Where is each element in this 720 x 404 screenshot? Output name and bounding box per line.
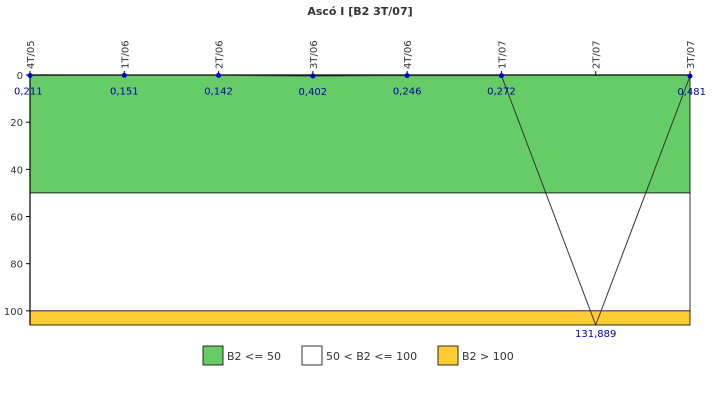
data-point bbox=[404, 73, 410, 79]
x-tick-label: 3T/06 bbox=[309, 40, 320, 69]
axes-layer: 0 20 40 60 80 100 4T/05 1T/06 2T/06 3T/06 4T/06 1T/… bbox=[4, 40, 697, 325]
x-tick-label: 4T/05 bbox=[26, 40, 37, 69]
y-tick-label: 80 bbox=[10, 260, 23, 271]
legend: B2 <= 50 50 < B2 <= 100 B2 > 100 bbox=[202, 345, 514, 366]
data-label: 0,211 bbox=[14, 86, 43, 97]
legend-swatch bbox=[301, 345, 323, 366]
data-label: 0,402 bbox=[299, 87, 328, 98]
bands-layer bbox=[29, 74, 691, 326]
legend-label: B2 > 100 bbox=[462, 350, 514, 363]
y-tick-label: 40 bbox=[10, 165, 23, 176]
x-tick-label: 4T/06 bbox=[403, 40, 414, 69]
data-point bbox=[310, 73, 316, 79]
y-tick-label: 0 bbox=[17, 71, 23, 82]
data-point bbox=[27, 72, 33, 78]
data-label: 0,151 bbox=[110, 86, 139, 97]
y-tick-label: 60 bbox=[10, 213, 23, 224]
legend-label: B2 <= 50 bbox=[227, 350, 281, 363]
data-label: 0,481 bbox=[677, 87, 706, 98]
data-point bbox=[216, 72, 222, 78]
x-tick-label: 2T/07 bbox=[592, 40, 603, 69]
data-label: 0,246 bbox=[393, 87, 422, 98]
x-tick-label: 2T/06 bbox=[215, 40, 226, 69]
data-label: 0,142 bbox=[204, 86, 233, 97]
y-tick-label: 100 bbox=[4, 307, 23, 318]
data-point bbox=[687, 73, 693, 79]
y-tick-label: 20 bbox=[10, 118, 23, 129]
band-1 bbox=[29, 192, 691, 312]
data-label: 0,272 bbox=[487, 87, 516, 98]
legend-swatch bbox=[202, 345, 224, 366]
x-tick-label: 1T/06 bbox=[120, 40, 131, 69]
band-0 bbox=[29, 74, 691, 194]
legend-swatch bbox=[437, 345, 459, 366]
data-point bbox=[498, 73, 504, 79]
series-line bbox=[29, 74, 691, 327]
x-tick-label: 3T/07 bbox=[686, 40, 697, 69]
labels-layer: 0,211 0,151 0,142 0,402 0,246 0,272 131,889 0,4… bbox=[14, 86, 706, 340]
data-point bbox=[121, 72, 127, 78]
series-layer bbox=[27, 72, 693, 327]
legend-label: 50 < B2 <= 100 bbox=[326, 350, 417, 363]
chart-title: Ascó I [B2 3T/07] bbox=[307, 5, 412, 18]
x-tick-label: 1T/07 bbox=[497, 40, 508, 69]
data-label: 131,889 bbox=[575, 329, 616, 340]
